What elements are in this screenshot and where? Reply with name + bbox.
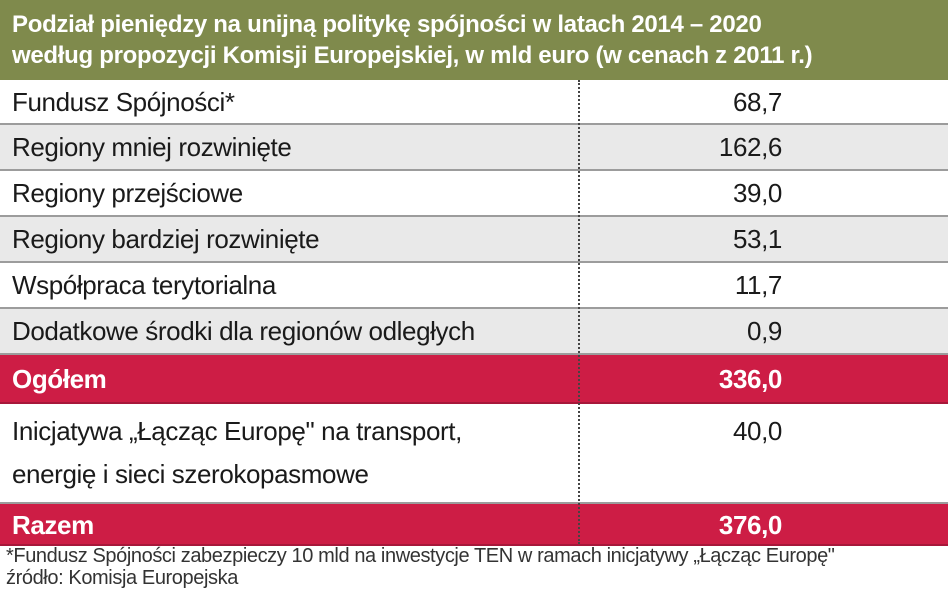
row-label: Inicjatywa „Łącząc Europę" na transport,… bbox=[12, 410, 462, 496]
row-label: Regiony przejściowe bbox=[12, 178, 243, 208]
row-label: Dodatkowe środki dla regionów odległych bbox=[12, 316, 475, 346]
table-row: Regiony bardziej rozwinięte 53,1 bbox=[0, 217, 948, 263]
row-value: 11,7 bbox=[734, 270, 782, 300]
row-label: Fundusz Spójności* bbox=[12, 87, 235, 117]
row-label: Ogółem bbox=[12, 364, 107, 394]
column-divider bbox=[578, 80, 580, 544]
row-label: Regiony mniej rozwinięte bbox=[12, 132, 292, 162]
row-label-line-1: Inicjatywa „Łącząc Europę" na transport, bbox=[12, 416, 462, 446]
source-note: źródło: Komisja Europejska bbox=[6, 567, 238, 589]
table-row: Współpraca terytorialna 11,7 bbox=[0, 263, 948, 309]
table-footer: *Fundusz Spójności zabezpieczy 10 mld na… bbox=[6, 545, 835, 589]
row-value: 336,0 bbox=[718, 364, 782, 394]
title-line-1: Podział pieniędzy na unijną politykę spó… bbox=[12, 11, 762, 38]
row-value: 162,6 bbox=[718, 132, 782, 162]
table-row: Inicjatywa „Łącząc Europę" na transport,… bbox=[0, 404, 948, 504]
table-title: Podział pieniędzy na unijną politykę spó… bbox=[0, 0, 948, 80]
row-value: 39,0 bbox=[732, 178, 782, 208]
row-value: 376,0 bbox=[718, 510, 782, 540]
footnote: *Fundusz Spójności zabezpieczy 10 mld na… bbox=[6, 545, 835, 567]
row-value: 53,1 bbox=[732, 224, 782, 254]
table-row-grand-total: Razem 376,0 bbox=[0, 504, 948, 546]
row-label: Razem bbox=[12, 510, 94, 540]
table-row-total: Ogółem 336,0 bbox=[0, 355, 948, 404]
table-row: Dodatkowe środki dla regionów odległych … bbox=[0, 309, 948, 355]
title-line-2: według propozycji Komisji Europejskiej, … bbox=[12, 42, 813, 69]
table-row: Regiony mniej rozwinięte 162,6 bbox=[0, 125, 948, 171]
row-label-line-2: energię i sieci szerokopasmowe bbox=[12, 459, 369, 489]
row-value: 0,9 bbox=[747, 316, 782, 346]
table-row: Fundusz Spójności* 68,7 bbox=[0, 80, 948, 125]
table-row: Regiony przejściowe 39,0 bbox=[0, 171, 948, 217]
row-label: Współpraca terytorialna bbox=[12, 270, 276, 300]
row-value: 40,0 bbox=[732, 416, 782, 446]
row-label: Regiony bardziej rozwinięte bbox=[12, 224, 320, 254]
row-value: 68,7 bbox=[732, 87, 782, 117]
